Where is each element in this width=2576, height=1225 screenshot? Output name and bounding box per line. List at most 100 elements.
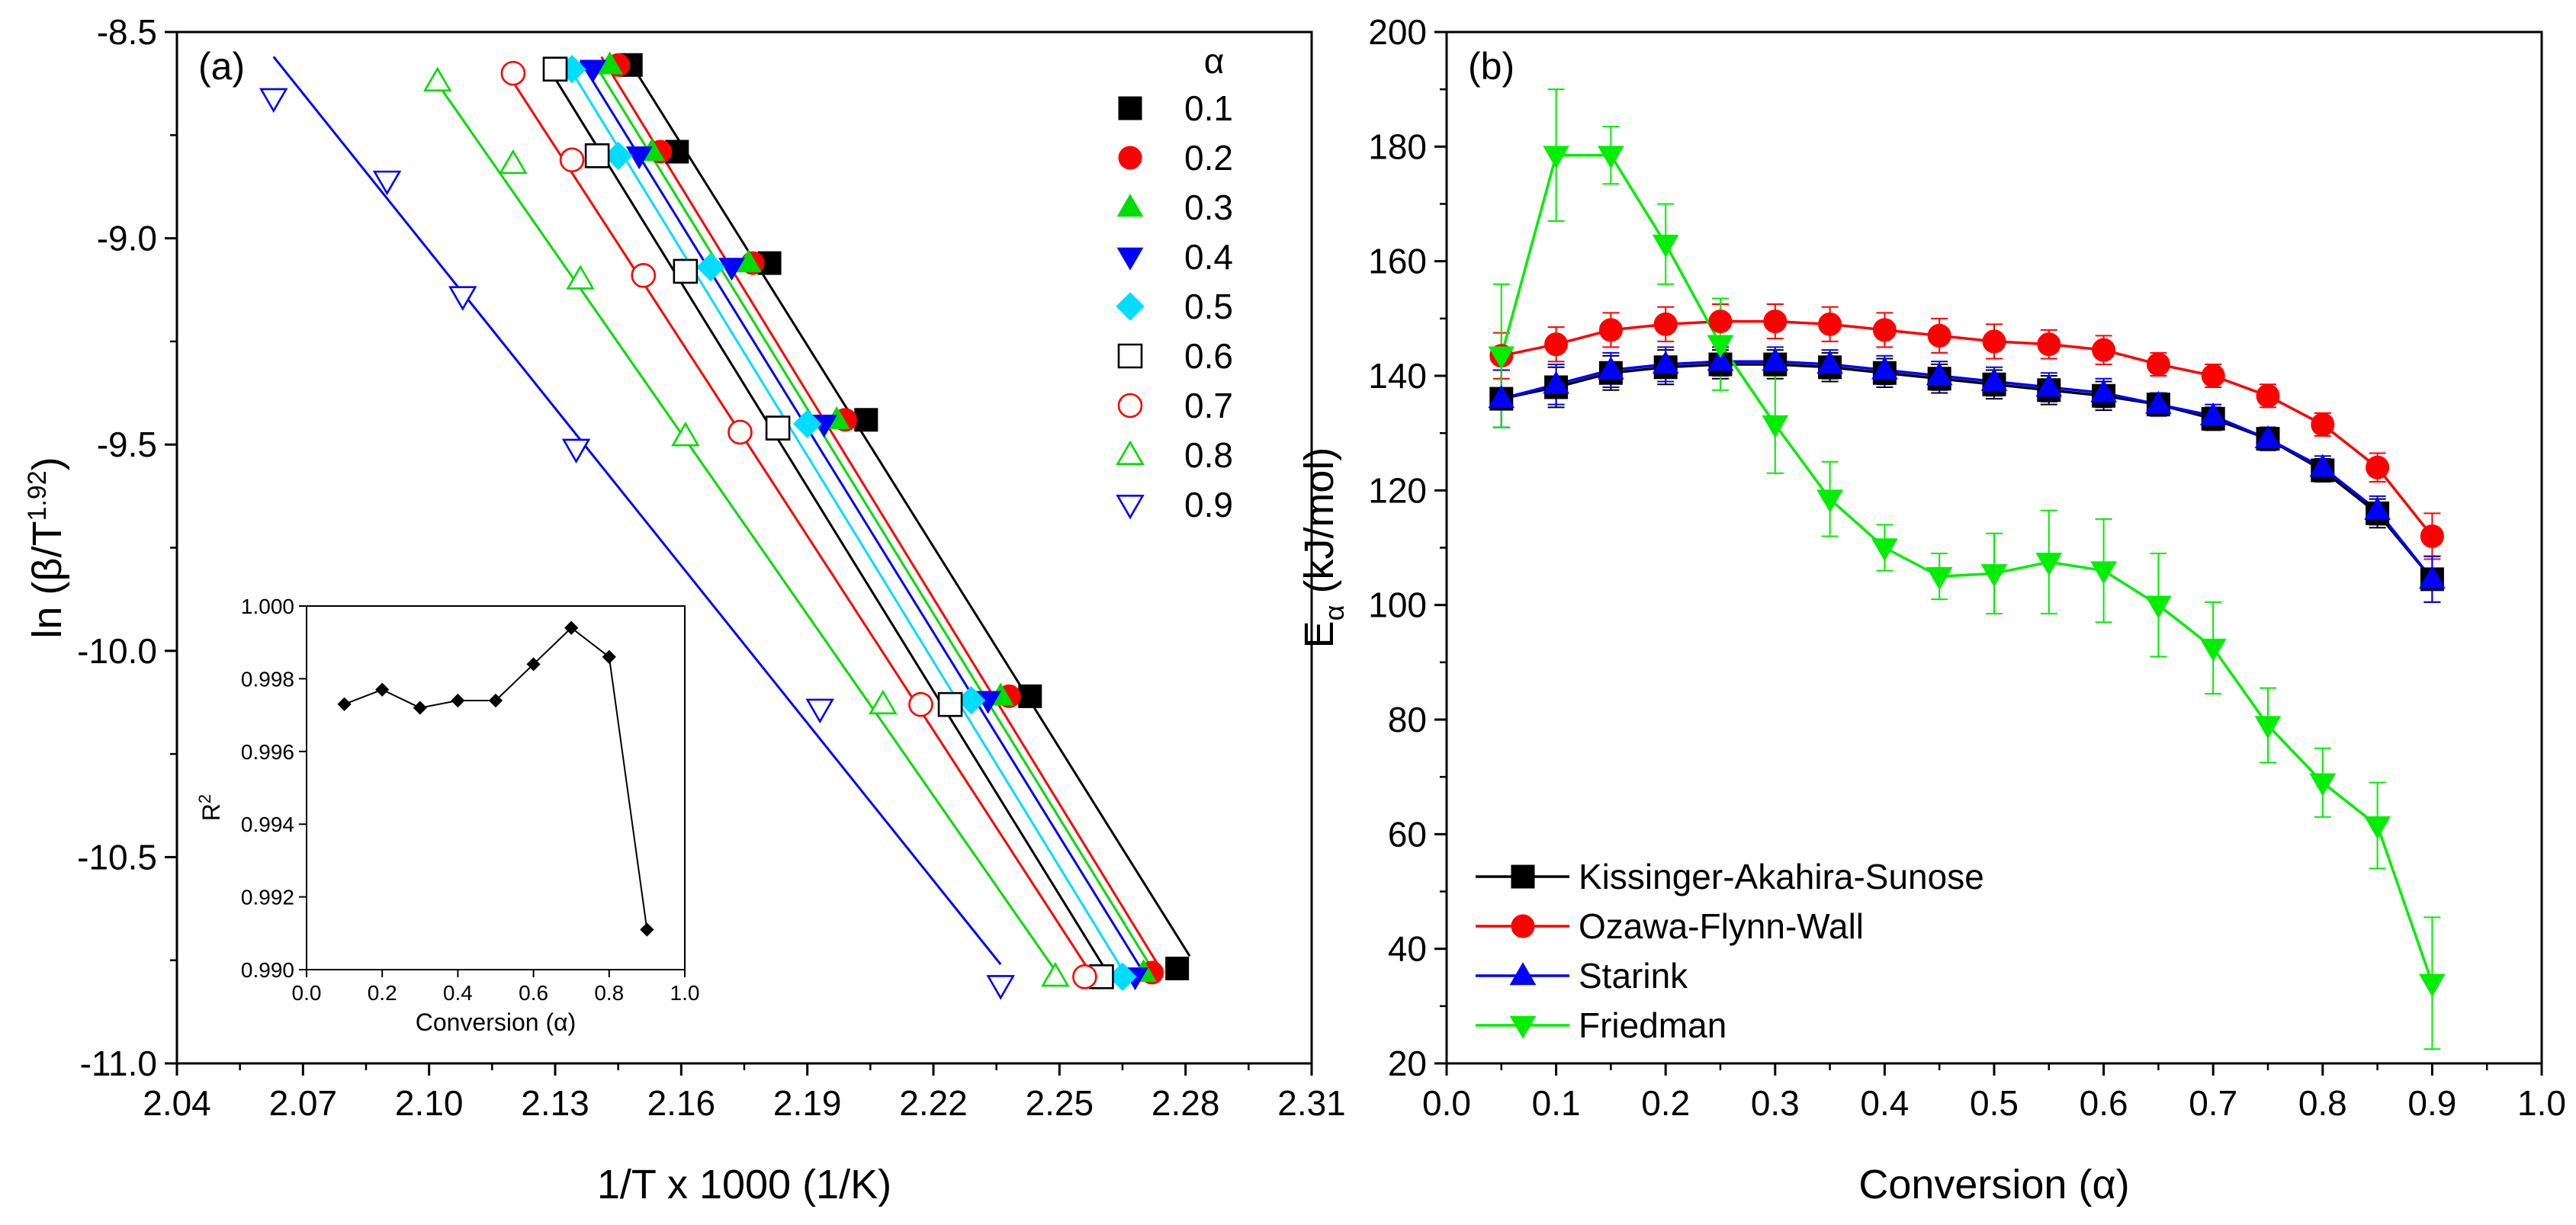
point-Friedman [1488, 346, 1515, 370]
point-Ozawa-Flynn-Wall [2366, 455, 2390, 479]
x-tick-label: 0.0 [1422, 1083, 1471, 1123]
point-Starink [2199, 402, 2227, 425]
inset-x-axis-title: Conversion (α) [416, 1009, 577, 1036]
point-0.4 [580, 59, 606, 83]
fit-line-0.4 [579, 60, 1145, 973]
point-Ozawa-Flynn-Wall [2311, 412, 2335, 437]
point-Friedman [1598, 146, 1624, 169]
point-0.7 [908, 691, 933, 717]
point-0.9 [448, 286, 477, 311]
point-0.5 [696, 252, 725, 282]
point-Starink [2364, 496, 2391, 520]
point-0.9 [372, 170, 402, 196]
legend-marker-0.9 [1116, 495, 1145, 520]
point-Starink [1707, 348, 1734, 371]
legend-marker-Friedman [1509, 1015, 1537, 1039]
point-Ozawa-Flynn-Wall [2092, 338, 2116, 362]
x-tick-label: 0.4 [1860, 1083, 1909, 1123]
legend-label-0.6: 0.6 [1184, 336, 1233, 376]
point-Friedman [1816, 489, 1843, 513]
y-axis-title-units: (kJ/mol) [1296, 447, 1342, 605]
legend-label-Kissinger-Akahira-Sunose: Kissinger-Akahira-Sunose [1579, 857, 1984, 896]
legend-marker-Starink [1509, 962, 1537, 986]
point-Ozawa-Flynn-Wall [1927, 323, 1951, 348]
point-Friedman [1652, 234, 1679, 258]
legend-marker-0.2 [1118, 146, 1142, 170]
legend-label-0.8: 0.8 [1184, 435, 1233, 475]
inset-point [451, 693, 465, 708]
legend-label-Ozawa-Flynn-Wall: Ozawa-Flynn-Wall [1579, 906, 1864, 946]
x-tick-label: 1.0 [2517, 1083, 2566, 1123]
inset-point [488, 693, 503, 708]
point-Friedman [1707, 335, 1734, 358]
legend-label-0.7: 0.7 [1184, 386, 1233, 425]
point-Friedman [1762, 415, 1789, 438]
inset-x-tick-label: 0.6 [519, 981, 548, 1005]
panel-a: 2.04 2.07 2.10 2.13 2.16 2.19 2.22 2.25 2.28 2.31… [23, 12, 1346, 1207]
x-tick-label: 0.3 [1751, 1083, 1800, 1123]
point-Friedman [1980, 564, 2008, 588]
y-axis-title-main: E [1296, 621, 1342, 648]
legend-b: Kissinger-Akahira-Sunose Ozawa-Flynn-Wall… [1476, 857, 1984, 1045]
point-Ozawa-Flynn-Wall [1653, 312, 1678, 336]
inset-point [602, 649, 616, 664]
inset-x-tick-label: 0.2 [368, 981, 397, 1005]
point-Starink [1926, 362, 1953, 386]
fit-line-0.3 [592, 60, 1153, 970]
point-Ozawa-Flynn-Wall [2420, 524, 2444, 548]
y-tick-label: 140 [1368, 356, 1427, 396]
y-tick-label: 20 [1388, 1044, 1427, 1083]
point-0.1 [1165, 957, 1190, 981]
x-tick-label: 2.07 [269, 1083, 338, 1123]
legend-label-Starink: Starink [1579, 956, 1688, 996]
inset-x-tick-label: 0.8 [594, 981, 624, 1005]
point-0.6 [765, 415, 791, 441]
x-tick-label: 2.19 [773, 1083, 842, 1123]
y-tick-label: -10.5 [77, 837, 157, 877]
point-0.7 [559, 147, 585, 173]
point-Ozawa-Flynn-Wall [1544, 332, 1569, 357]
fit-line-0.9 [272, 56, 1002, 966]
point-Friedman [1871, 538, 1898, 562]
point-Starink [2254, 425, 2282, 448]
point-0.6 [542, 56, 568, 82]
legend-marker-Kissinger-Akahira-Sunose [1511, 864, 1535, 889]
point-0.8 [1041, 961, 1070, 987]
point-Friedman [2035, 553, 2063, 576]
series-points [1488, 146, 2446, 997]
point-0.7 [631, 263, 657, 288]
x-tick-label: 0.2 [1641, 1083, 1690, 1123]
point-Starink [2309, 454, 2337, 477]
point-Friedman [1926, 566, 1953, 590]
point-0.8 [422, 66, 452, 91]
y-tick-label: 80 [1388, 700, 1427, 739]
legend-marker-0.5 [1116, 292, 1145, 321]
x-axis-title: Conversion (α) [1858, 1162, 2129, 1207]
point-0.5 [792, 409, 822, 438]
y-tick-label: 180 [1368, 127, 1427, 166]
x-tick-label: 0.6 [2080, 1083, 2128, 1123]
y-tick-label: 100 [1368, 585, 1427, 625]
point-0.9 [259, 88, 288, 113]
y-axis-title-subscript: α [1319, 605, 1350, 621]
point-0.8 [566, 265, 595, 290]
point-Starink [2090, 379, 2117, 402]
x-tick-label: 2.16 [647, 1083, 716, 1123]
point-Starink [1816, 351, 1843, 374]
inset-x-tick-label: 0.0 [292, 981, 322, 1005]
point-Starink [1543, 370, 1569, 394]
x-tick-label: 2.04 [143, 1083, 211, 1123]
inset-y-axis-title-main: R [198, 803, 225, 821]
point-Friedman [2090, 561, 2117, 585]
point-0.7 [1072, 964, 1097, 989]
x-axis-title: 1/T x 1000 (1/K) [597, 1162, 891, 1207]
inset-y-tick-label: 0.992 [241, 886, 294, 909]
fit-line-0.6 [545, 64, 1111, 978]
point-Ozawa-Flynn-Wall [2256, 383, 2280, 408]
point-0.9 [805, 698, 834, 723]
error-bars [1492, 88, 2441, 1050]
series-line-Friedman [1500, 153, 2434, 984]
legend-label-0.4: 0.4 [1184, 237, 1233, 277]
point-Ozawa-Flynn-Wall [1598, 318, 1623, 342]
